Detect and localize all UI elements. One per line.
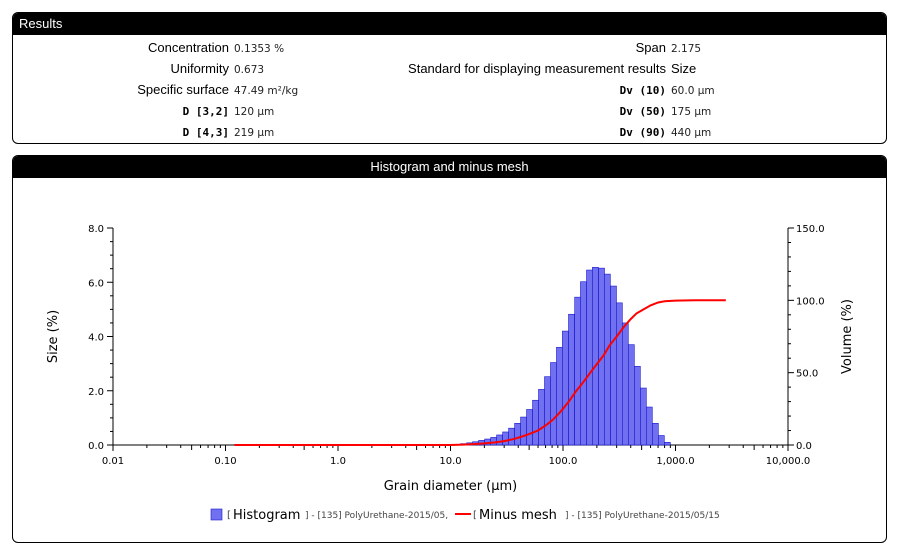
x-axis-label: Grain diameter (μm) <box>384 479 518 494</box>
result-right-row: Dv (50) 175 µm <box>286 102 712 120</box>
y2-tick-label: 0.0 <box>796 441 812 452</box>
legend-histogram-source: ] - [135] PolyUrethane-2015/05, <box>305 511 448 521</box>
legend-minus-mesh-source: ] - [135] PolyUrethane-2015/05/15 <box>565 511 720 521</box>
x-tick-label: 10,000.0 <box>766 456 811 467</box>
histogram-bar <box>508 427 515 446</box>
histogram-bar <box>496 434 503 446</box>
histogram-bar <box>574 296 581 446</box>
histogram-bar <box>622 322 629 446</box>
y2-tick-label: 50.0 <box>796 369 818 380</box>
x-tick-label: 100.0 <box>549 456 578 467</box>
y2-axis-label: Volume (%) <box>840 299 855 374</box>
histogram-bar <box>646 406 653 446</box>
histogram-chart: 0.0 2.0 4.0 6.0 8.0 0.0 50.0 100.0 150.0 0.01 0.10… <box>46 224 855 523</box>
result-right-value: 60.0 µm <box>671 85 715 97</box>
histogram-bar <box>550 362 557 446</box>
result-left-value: 219 µm <box>234 127 275 139</box>
histogram-bar <box>514 423 521 446</box>
legend-minus-mesh-name: Minus mesh <box>479 508 557 523</box>
histogram-bar <box>628 344 635 446</box>
histogram-bar <box>604 273 611 446</box>
y-tick-label: 2.0 <box>88 387 104 398</box>
y-axis-label: Size (%) <box>46 310 61 363</box>
histogram-bar <box>520 416 527 446</box>
result-left-label: Uniformity <box>170 61 229 76</box>
histogram-bar <box>616 302 623 446</box>
result-left-row: Concentration 0.1353 % <box>24 39 284 57</box>
minus-mesh-line <box>234 299 726 446</box>
histogram-bar <box>664 441 671 446</box>
histogram-bar <box>640 387 647 446</box>
x-tick-label: 0.01 <box>102 456 124 467</box>
result-left-label: D [4,3] <box>182 126 229 139</box>
x-tick-label: 1.0 <box>330 456 346 467</box>
histogram-bar <box>568 313 575 446</box>
x-tick-label: 0.10 <box>214 456 236 467</box>
histogram-panel: Histogram and minus mesh 0.0 2.0 4.0 6.0 8.0… <box>12 155 887 543</box>
histogram-bar <box>526 409 533 446</box>
legend-histogram-swatch <box>210 508 223 521</box>
result-right-row: Dv (90) 440 µm <box>286 123 712 141</box>
histogram-header: Histogram and minus mesh <box>13 156 886 178</box>
y-tick-label: 8.0 <box>88 224 104 235</box>
result-left-label: Specific surface <box>137 82 229 97</box>
result-right-value: 2.175 <box>671 43 702 55</box>
result-right-label: Dv (90) <box>619 126 666 139</box>
result-left-value: 120 µm <box>234 106 275 118</box>
result-right-label: Span <box>635 40 666 55</box>
x-tick-label: 1,000.0 <box>656 456 694 467</box>
histogram-bar <box>562 330 569 446</box>
histogram-bar <box>634 366 641 446</box>
results-panel: Results Concentration 0.1353 % Uniformity 0… <box>12 12 887 144</box>
result-right-row: Span 2.175 <box>286 39 701 57</box>
result-right-value: 440 µm <box>671 127 712 139</box>
result-right-row: Dv (10) 60.0 µm <box>286 81 715 99</box>
result-left-value: 0.673 <box>234 64 265 76</box>
histogram-bar <box>586 269 593 446</box>
legend-bracket: [ <box>227 510 231 521</box>
y-tick-label: 4.0 <box>88 333 104 344</box>
histogram-bar <box>580 281 587 446</box>
result-left-row: D [4,3] 219 µm <box>24 123 275 141</box>
result-left-row: Uniformity 0.673 <box>24 60 264 78</box>
histogram-bar <box>490 437 497 446</box>
histogram-bar <box>592 267 599 446</box>
y-tick-label: 6.0 <box>88 278 104 289</box>
result-right-label: Dv (50) <box>619 105 666 118</box>
histogram-bar <box>610 285 617 446</box>
result-left-row: Specific surface 47.49 m²/kg <box>24 81 298 99</box>
result-left-value: 47.49 m²/kg <box>234 85 299 97</box>
result-right-value: 175 µm <box>671 106 712 118</box>
histogram-bar <box>556 347 563 446</box>
result-right-value: Size <box>671 61 697 76</box>
results-header: Results <box>13 13 886 35</box>
y2-tick-label: 100.0 <box>796 296 825 307</box>
y2-tick-label: 150.0 <box>796 224 825 235</box>
result-left-row: D [3,2] 120 µm <box>24 102 275 120</box>
histogram-bar <box>532 399 539 446</box>
result-left-label: Concentration <box>148 40 229 55</box>
y-tick-label: 0.0 <box>88 441 104 452</box>
histogram-bar <box>544 376 551 446</box>
histogram-bar <box>538 389 545 446</box>
result-right-row: Standard for displaying measurement resu… <box>286 60 696 78</box>
histogram-bar <box>502 431 509 446</box>
x-tick-label: 10.0 <box>439 456 461 467</box>
result-left-value: 0.1353 % <box>234 43 285 55</box>
histogram-bar <box>652 423 659 446</box>
legend-bracket: [ <box>473 510 477 521</box>
result-right-label: Dv (10) <box>619 84 666 97</box>
legend-histogram-name: Histogram <box>233 508 300 523</box>
histogram-bar <box>658 435 665 446</box>
result-right-label: Standard for displaying measurement resu… <box>408 61 666 76</box>
result-left-label: D [3,2] <box>182 105 229 118</box>
